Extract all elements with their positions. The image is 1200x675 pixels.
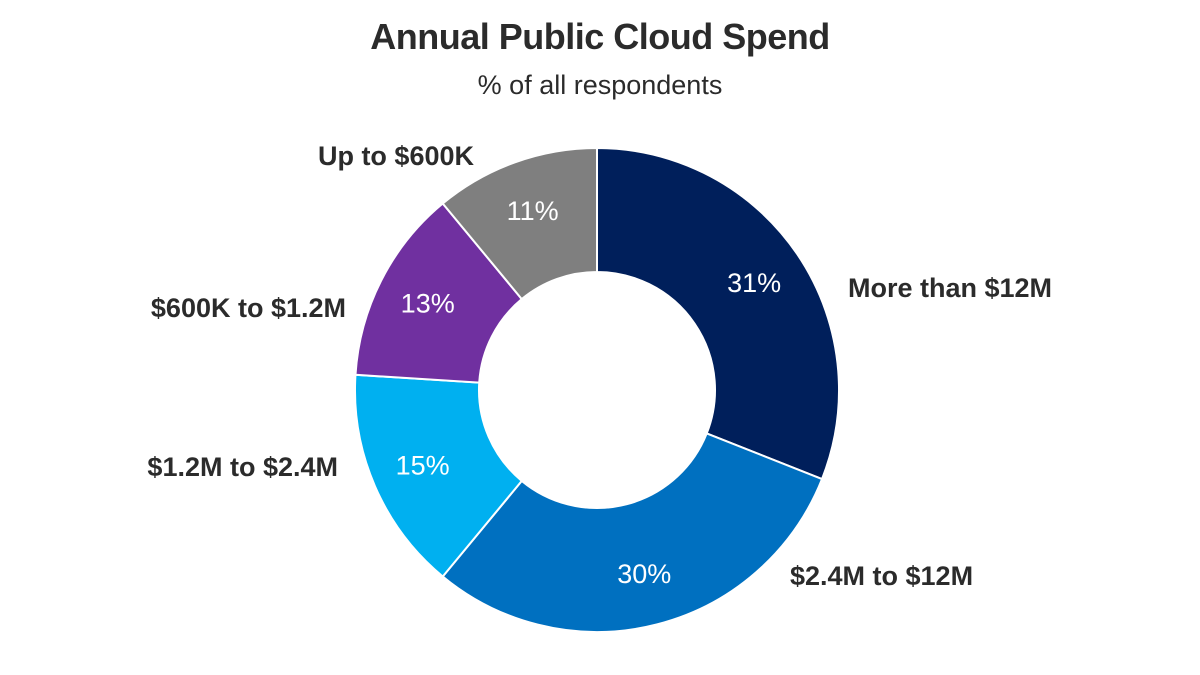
donut-slice xyxy=(441,146,598,301)
donut-slice xyxy=(354,373,524,578)
slice-value-label: 11% xyxy=(507,196,559,226)
slice-value-label: 30% xyxy=(617,559,671,589)
donut-slice xyxy=(441,432,824,633)
donut-slice xyxy=(354,202,524,384)
slice-category-label: More than $12M xyxy=(848,273,1052,303)
slice-category-label: $600K to $1.2M xyxy=(151,293,346,323)
slice-value-label: 13% xyxy=(401,289,455,319)
donut-slice xyxy=(596,146,840,481)
chart-title: Annual Public Cloud Spend xyxy=(370,16,830,57)
slice-category-label: $1.2M to $2.4M xyxy=(147,452,338,482)
slice-category-label: Up to $600K xyxy=(318,141,475,171)
slice-value-label: 31% xyxy=(727,268,781,298)
slice-category-label: $2.4M to $12M xyxy=(790,561,973,591)
chart-subtitle: % of all respondents xyxy=(477,70,723,100)
slice-value-label: 15% xyxy=(396,450,450,480)
